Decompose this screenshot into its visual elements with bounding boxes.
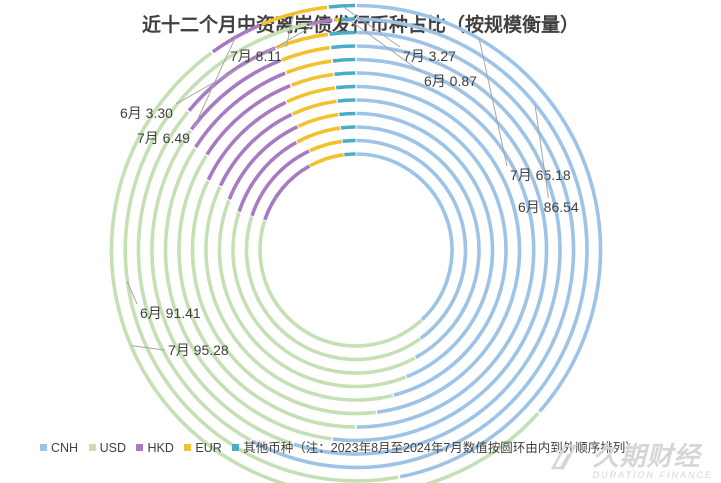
- legend: CNH USD HKD EUR 其他币种（注：2023年8月至2024年7月数值…: [40, 437, 645, 456]
- ring-segment-2023-08-eur: [309, 153, 344, 168]
- ring-segment-2024-02-usd: [177, 154, 356, 429]
- ring-segment-2023-09-other: [342, 138, 356, 144]
- ring-segment-2023-09-eur: [309, 139, 343, 153]
- leader-line-2024-07-eur: [285, 13, 295, 48]
- ring-segment-2023-10-usd: [231, 211, 416, 375]
- ring-segment-2023-10-cnh: [356, 125, 481, 360]
- ring-group: [109, 3, 603, 483]
- legend-item-usd: USD: [88, 441, 126, 455]
- data-label-2024-07-usd: 7月 95.28: [168, 342, 229, 358]
- leader-line-2024-07-other: [341, 5, 401, 48]
- ring-segment-2024-04-hkd: [189, 58, 281, 131]
- ring-segment-2023-10-hkd: [237, 140, 298, 213]
- ring-segment-2024-07-usd: [109, 51, 540, 483]
- ring-segment-2024-03-cnh: [332, 57, 549, 443]
- ring-segment-2023-08-usd: [258, 220, 423, 348]
- legend-note: （注：2023年8月至2024年7月数值按圆环由内到外顺序排列）: [293, 441, 638, 455]
- ring-segment-2024-02-hkd: [205, 84, 291, 156]
- ring-segment-2023-08-cnh: [356, 152, 454, 322]
- ring-segment-2024-01-hkd: [206, 100, 287, 181]
- watermark-subtext: DURATION FINANCE: [592, 470, 713, 480]
- leader-line-2024-07-cnh: [478, 38, 508, 167]
- ring-segment-2024-01-usd: [190, 180, 377, 416]
- data-label-2024-06-usd: 6月 91.41: [140, 305, 201, 321]
- ring-segment-2024-01-eur: [286, 86, 336, 104]
- leader-line-2024-06-cnh: [534, 103, 549, 199]
- leader-line-2024-06-other: [347, 18, 422, 73]
- leader-line-2024-06-hkd: [175, 21, 321, 105]
- data-label-2024-07-other: 7月 3.27: [403, 48, 456, 64]
- leader-line-2024-06-usd: [126, 281, 138, 305]
- ring-segment-2023-09-usd: [244, 216, 422, 362]
- ring-segment-2024-05-cnh: [251, 30, 576, 470]
- ring-segment-2023-11-usd: [217, 199, 407, 389]
- ring-segment-2024-01-cnh: [356, 84, 522, 414]
- data-label-2024-06-cnh: 6月 86.54: [518, 199, 579, 215]
- ring-segment-2024-02-eur: [290, 72, 334, 87]
- ring-segment-2023-11-eur: [297, 112, 339, 128]
- ring-segment-2024-02-other: [334, 71, 356, 77]
- ring-segment-2023-12-eur: [291, 99, 337, 116]
- watermark: 久期财经 DURATION FINANCE: [593, 436, 713, 480]
- ring-segment-2024-04-cnh: [293, 44, 562, 456]
- ring-segment-2023-09-cnh: [356, 138, 468, 340]
- ring-segment-2024-01-other: [335, 84, 356, 90]
- data-label-2024-06-hkd: 6月 3.30: [120, 105, 173, 121]
- ring-segment-2024-06-usd: [123, 22, 399, 483]
- data-label-2024-07-eur: 7月 8.11: [230, 48, 282, 64]
- legend-item-hkd: HKD: [136, 441, 174, 455]
- ring-segment-2023-11-cnh: [356, 111, 495, 379]
- ring-segment-2023-08-hkd: [263, 164, 311, 221]
- data-label-2024-07-cnh: 7月 65.18: [510, 167, 571, 183]
- watermark-text: 久期财经: [592, 441, 701, 471]
- ring-segment-2024-02-cnh: [356, 71, 536, 429]
- leader-line-2024-07-usd: [130, 345, 166, 351]
- ring-segment-2023-11-other: [339, 111, 356, 117]
- callout-group: 7月 65.18 6月 86.54 6月 91.41 7月 95.28 6月 3.30 7…: [120, 5, 579, 358]
- ring-segment-2024-04-other: [331, 44, 356, 50]
- data-label-2024-06-other: 6月 0.87: [424, 73, 477, 89]
- ring-segment-2023-11-hkd: [227, 125, 299, 200]
- ring-segment-2024-03-eur: [285, 59, 332, 75]
- ring-segment-2023-12-cnh: [356, 98, 508, 397]
- ring-segment-2024-07-cnh: [356, 3, 603, 413]
- legend-item-eur: EUR: [184, 441, 222, 455]
- ring-segment-2024-03-usd: [163, 147, 332, 441]
- ring-segment-2023-10-other: [340, 125, 356, 130]
- ring-segment-2024-03-other: [332, 57, 356, 63]
- ring-segment-2023-12-other: [337, 98, 356, 103]
- data-label-2024-07-hkd: 7月 6.49: [137, 130, 190, 146]
- ring-segment-2024-05-eur: [276, 32, 329, 50]
- legend-item-cnh: CNH: [40, 441, 78, 455]
- ring-segment-2023-12-usd: [204, 185, 394, 402]
- watermark-logo-icon: [550, 444, 578, 470]
- ring-segment-2023-10-eur: [296, 126, 341, 144]
- ring-segment-2024-03-hkd: [194, 71, 286, 149]
- ring-segment-2024-05-usd: [136, 110, 252, 442]
- ring-segment-2024-05-other: [329, 30, 356, 36]
- ring-segment-2023-08-other: [344, 152, 356, 157]
- legend-item-other: 其他币种（注：2023年8月至2024年7月数值按圆环由内到外顺序排列）: [232, 437, 638, 456]
- ring-segment-2023-09-hkd: [250, 149, 310, 217]
- ring-segment-2023-12-hkd: [218, 112, 293, 187]
- ring-segment-2024-06-cnh: [356, 17, 589, 479]
- leader-line-2024-07-hkd: [192, 36, 236, 130]
- ring-segment-2024-04-usd: [150, 129, 293, 446]
- ring-segment-2024-04-eur: [281, 45, 330, 62]
